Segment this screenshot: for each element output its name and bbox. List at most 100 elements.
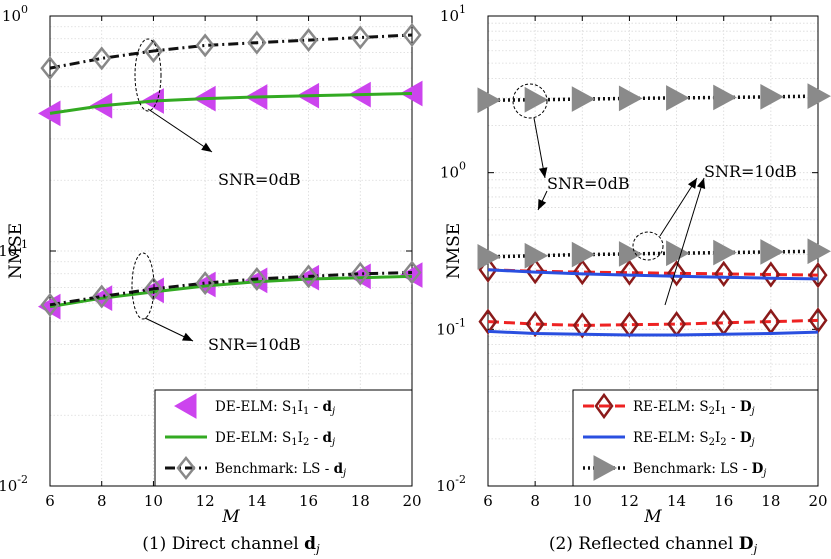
legend-vector: d	[322, 430, 332, 446]
y-tick-label: 10-1	[436, 316, 466, 338]
legend-text: -	[309, 430, 322, 446]
data-point	[808, 307, 828, 334]
y-tick-exponent: 0	[21, 3, 28, 16]
y-tick-mantissa: 10	[0, 477, 17, 495]
y-tick-exponent: 1	[459, 3, 466, 16]
data-point	[143, 38, 164, 63]
legend-text: DE-ELM: S	[215, 430, 291, 446]
x-tick-label: 20	[402, 492, 421, 510]
legend-entry-2: DE-ELM: S1I2 - dj	[165, 430, 335, 448]
y-tick-exponent: -1	[17, 238, 28, 251]
legend-label: DE-ELM: S1I1 - dj	[215, 399, 335, 417]
legend-text: LS	[720, 461, 738, 477]
legend-text: -	[727, 430, 740, 446]
annotation-arrow	[664, 177, 705, 306]
legend-subscript: j	[341, 468, 346, 479]
legend-subscript: j	[750, 406, 755, 417]
data-point	[714, 260, 734, 287]
legend-subscript: 1	[303, 406, 309, 417]
data-point	[571, 241, 596, 268]
annotation-label: SNR=10dB	[208, 335, 301, 354]
legend-marker	[173, 393, 197, 419]
legend-subscript: j	[330, 406, 335, 417]
annotation-arrow	[147, 108, 213, 153]
series-line	[487, 318, 819, 327]
data-point	[402, 260, 422, 285]
y-tick-label: 10-1	[0, 238, 28, 260]
legend-label: RE-ELM: S2I1 - Dj	[633, 399, 755, 417]
legend-subscript: 1	[720, 406, 726, 417]
legend-entry-3: Benchmark: LS - dj	[165, 455, 346, 481]
legend-label: DE-ELM: S1I2 - dj	[215, 430, 335, 448]
annotation-2: SNR=10dB	[131, 252, 301, 354]
legend-text: Benchmark:	[215, 461, 302, 477]
data-point	[572, 312, 592, 339]
legend-subscript: 1	[291, 406, 297, 417]
legend-text: DE-ELM: S	[215, 399, 291, 415]
data-point	[40, 56, 60, 81]
legend-marker	[176, 455, 196, 481]
x-tick-label: 18	[761, 492, 780, 510]
legend-subscript: j	[761, 468, 766, 479]
annotation-arrow	[659, 177, 698, 237]
series-1	[478, 256, 828, 339]
chart-caption: (2) Reflected channel Dj	[549, 534, 758, 555]
data-point	[571, 86, 596, 112]
data-point	[572, 258, 592, 286]
legend-vector: D	[752, 461, 764, 477]
x-axis-label: M	[643, 507, 662, 527]
data-point	[713, 239, 737, 266]
annotation-arrowhead	[538, 167, 548, 178]
y-tick-mantissa: 10	[436, 320, 455, 338]
y-tick-mantissa: 10	[2, 7, 21, 25]
y-tick-label: 100	[440, 160, 466, 182]
legend-text: I	[715, 399, 720, 415]
legend-subscript: 2	[709, 406, 715, 417]
series-line	[487, 329, 819, 337]
x-tick-label: 6	[45, 492, 55, 510]
data-point	[760, 239, 784, 265]
legend-vector: D	[740, 399, 752, 415]
data-point	[666, 240, 690, 267]
y-tick-label: 100	[2, 3, 28, 25]
series-line	[49, 92, 413, 115]
x-tick-label: 20	[808, 492, 827, 510]
legend-text: Benchmark:	[633, 461, 720, 477]
x-tick-label: 8	[530, 492, 540, 510]
annotation-arrow	[533, 117, 546, 179]
legend-subscript: 1	[291, 437, 297, 448]
annotation-arrowhead	[201, 142, 212, 152]
legend-vector: d	[334, 461, 344, 477]
y-tick-exponent: 0	[459, 160, 466, 173]
annotation-label: SNR=0dB	[218, 170, 301, 189]
y-tick-exponent: -2	[455, 473, 466, 486]
legend-text: -	[320, 461, 333, 477]
legend-entry-1: RE-ELM: S2I1 - Dj	[583, 392, 755, 420]
caption-subscript: j	[313, 542, 320, 555]
data-point	[618, 241, 643, 267]
legend-entry-2: RE-ELM: S2I2 - Dj	[583, 430, 755, 448]
legend-subscript: j	[750, 437, 755, 448]
legend-text: RE-ELM: S	[633, 430, 709, 446]
x-tick-label: 14	[247, 492, 266, 510]
legend-subscript: 2	[303, 437, 309, 448]
data-point	[619, 259, 639, 286]
annotation-label: SNR=0dB	[547, 174, 630, 193]
legend-entry-3: Benchmark: LS - Dj	[583, 455, 766, 481]
caption-text: (2) Reflected channel	[549, 534, 739, 554]
legend-text: -	[727, 399, 740, 415]
x-tick-label: 14	[667, 492, 686, 510]
annotation-ellipse	[512, 83, 548, 119]
data-point	[807, 83, 831, 109]
data-point	[298, 264, 319, 289]
y-tick-label: 10-2	[436, 473, 466, 495]
legend-marker	[593, 455, 618, 481]
x-tick-label: 6	[483, 492, 493, 510]
annotation-ellipse	[134, 38, 162, 112]
y-axis-label: NMSE	[6, 223, 26, 279]
data-point	[618, 85, 643, 112]
legend-text: I	[298, 399, 303, 415]
